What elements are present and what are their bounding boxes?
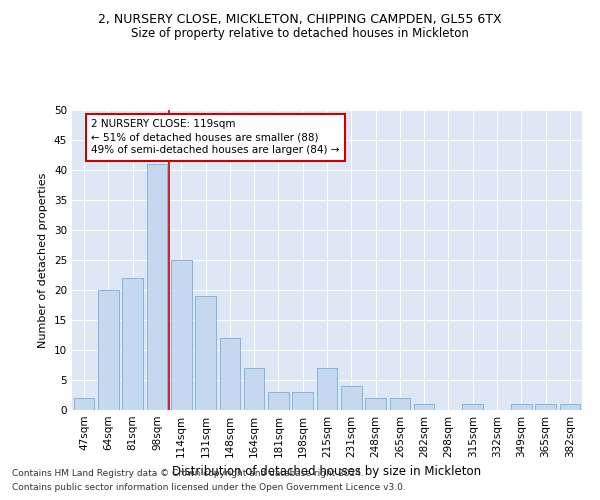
Bar xyxy=(292,392,313,410)
Text: 2 NURSERY CLOSE: 119sqm
← 51% of detached houses are smaller (88)
49% of semi-de: 2 NURSERY CLOSE: 119sqm ← 51% of detache… xyxy=(91,119,340,156)
Y-axis label: Number of detached properties: Number of detached properties xyxy=(38,172,49,348)
Bar xyxy=(414,404,434,410)
Bar xyxy=(195,296,216,410)
Text: Size of property relative to detached houses in Mickleton: Size of property relative to detached ho… xyxy=(131,28,469,40)
Bar xyxy=(146,164,167,410)
X-axis label: Distribution of detached houses by size in Mickleton: Distribution of detached houses by size … xyxy=(172,466,482,478)
Bar xyxy=(74,398,94,410)
Bar xyxy=(268,392,289,410)
Bar xyxy=(98,290,119,410)
Bar xyxy=(389,398,410,410)
Bar xyxy=(122,278,143,410)
Bar xyxy=(341,386,362,410)
Text: 2, NURSERY CLOSE, MICKLETON, CHIPPING CAMPDEN, GL55 6TX: 2, NURSERY CLOSE, MICKLETON, CHIPPING CA… xyxy=(98,12,502,26)
Bar xyxy=(560,404,580,410)
Text: Contains HM Land Registry data © Crown copyright and database right 2024.: Contains HM Land Registry data © Crown c… xyxy=(12,468,364,477)
Bar xyxy=(463,404,483,410)
Text: Contains public sector information licensed under the Open Government Licence v3: Contains public sector information licen… xyxy=(12,484,406,492)
Bar xyxy=(317,368,337,410)
Bar xyxy=(535,404,556,410)
Bar xyxy=(220,338,240,410)
Bar xyxy=(244,368,265,410)
Bar xyxy=(511,404,532,410)
Bar xyxy=(171,260,191,410)
Bar xyxy=(365,398,386,410)
